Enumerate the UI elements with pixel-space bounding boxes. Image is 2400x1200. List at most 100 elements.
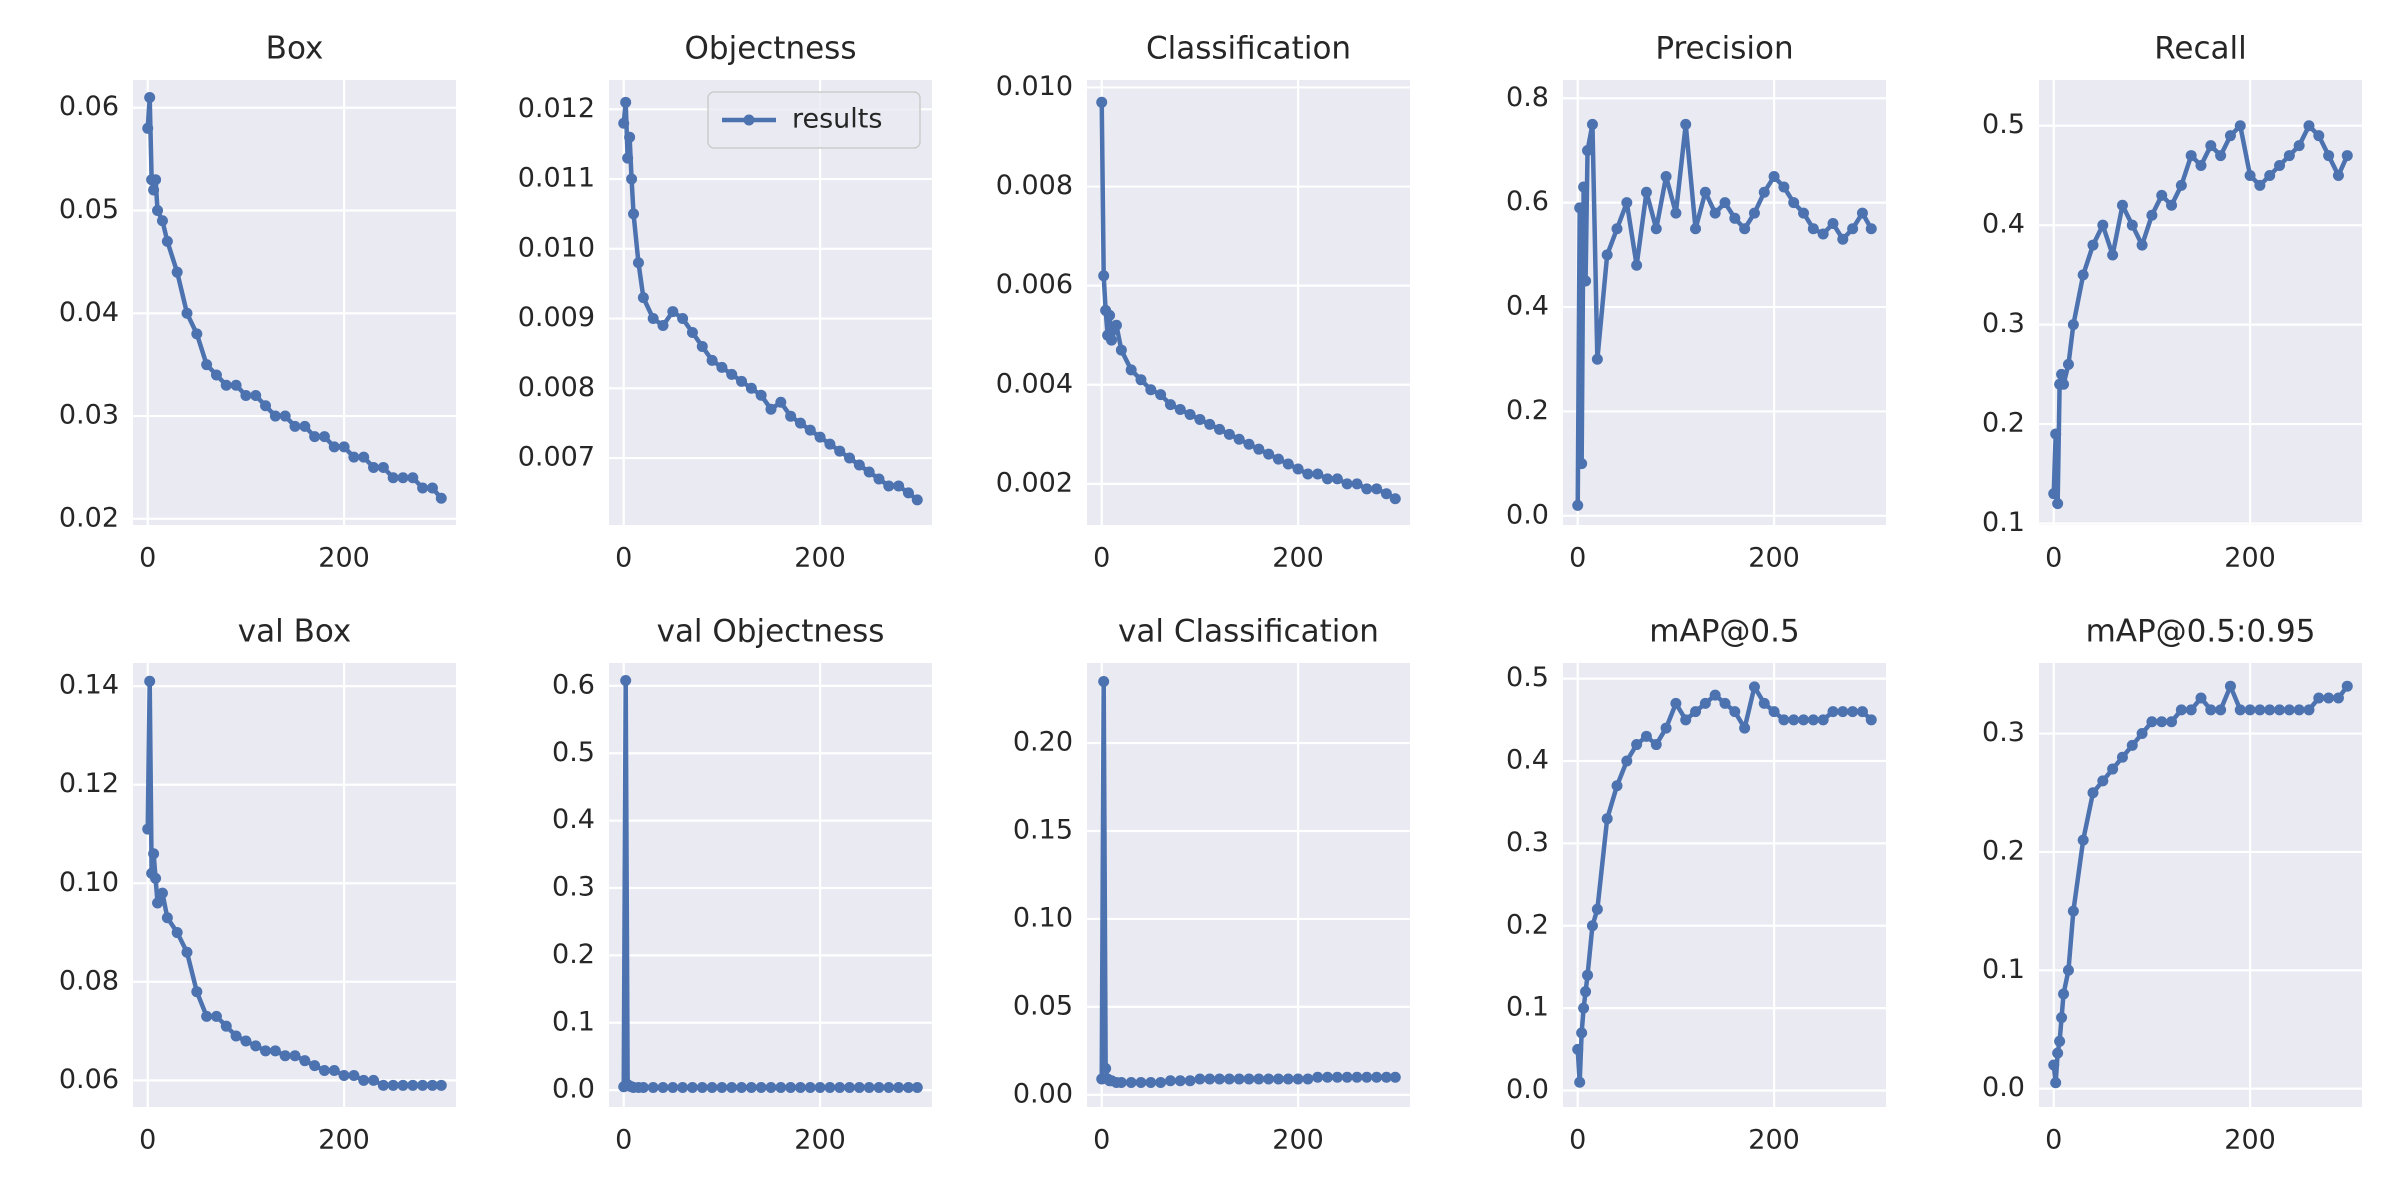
- data-point: [1098, 270, 1110, 282]
- data-point: [2215, 150, 2227, 162]
- data-point: [2234, 704, 2246, 716]
- data-point: [626, 173, 638, 185]
- data-point: [1282, 1073, 1294, 1085]
- data-point: [686, 1081, 698, 1093]
- data-point: [1204, 1073, 1216, 1085]
- data-point: [1670, 697, 1682, 709]
- chart-title: val Box: [238, 614, 351, 650]
- data-point: [1817, 714, 1829, 726]
- data-point: [2166, 716, 2178, 728]
- data-point: [716, 1081, 728, 1093]
- data-point: [1807, 223, 1819, 235]
- data-point: [279, 410, 291, 422]
- data-point: [2224, 130, 2236, 142]
- data-point: [794, 1081, 806, 1093]
- data-point: [309, 1060, 321, 1072]
- y-tick-label: 0.010: [518, 232, 595, 263]
- data-point: [1709, 207, 1721, 219]
- y-tick-label: 0.2: [1982, 408, 2025, 439]
- y-tick-label: 0.2: [552, 939, 595, 970]
- data-point: [2205, 704, 2217, 716]
- y-tick-label: 0.4: [1506, 291, 1549, 322]
- data-point: [1758, 186, 1770, 198]
- data-point: [1680, 714, 1692, 726]
- y-tick-label: 0.0: [1506, 499, 1549, 530]
- data-point: [2283, 704, 2295, 716]
- data-point: [911, 494, 923, 506]
- data-point: [1660, 722, 1672, 734]
- data-point: [1798, 714, 1810, 726]
- data-point: [191, 986, 203, 998]
- data-point: [1865, 223, 1877, 235]
- data-point: [1856, 706, 1868, 718]
- y-tick-label: 0.8: [1506, 82, 1549, 113]
- data-point: [1302, 468, 1314, 480]
- data-point: [736, 375, 748, 387]
- y-tick-label: 0.010: [996, 71, 1073, 102]
- data-point: [1576, 458, 1588, 470]
- data-point: [201, 1010, 213, 1022]
- plot-area: [133, 80, 456, 525]
- data-point: [1302, 1073, 1314, 1085]
- data-point: [2058, 378, 2070, 390]
- data-point: [1847, 223, 1859, 235]
- y-tick-label: 0.1: [1982, 954, 2025, 985]
- y-tick-label: 0.05: [1013, 990, 1073, 1021]
- data-point: [161, 235, 173, 247]
- data-point: [387, 1079, 399, 1091]
- data-point: [1739, 722, 1751, 734]
- data-point: [1194, 1073, 1206, 1085]
- y-tick-label: 0.04: [59, 297, 119, 328]
- data-point: [2332, 692, 2344, 704]
- data-point: [2062, 964, 2074, 976]
- data-point: [368, 461, 380, 473]
- data-point: [1690, 706, 1702, 718]
- data-point: [2185, 704, 2197, 716]
- data-point: [387, 472, 399, 484]
- data-point: [289, 1050, 301, 1062]
- data-point: [377, 1079, 389, 1091]
- data-point: [1847, 706, 1859, 718]
- data-point: [2056, 368, 2068, 380]
- data-point: [426, 1079, 438, 1091]
- data-point: [348, 451, 360, 463]
- data-point: [260, 1045, 272, 1057]
- chart-title: Box: [266, 31, 324, 67]
- data-point: [883, 480, 895, 492]
- data-point: [637, 1081, 649, 1093]
- data-point: [1155, 389, 1167, 401]
- data-point: [2077, 269, 2089, 281]
- data-point: [902, 1081, 914, 1093]
- data-point: [1380, 1071, 1392, 1083]
- data-point: [814, 1081, 826, 1093]
- data-point: [628, 208, 640, 220]
- data-point: [2264, 704, 2276, 716]
- data-point: [328, 1065, 340, 1077]
- data-point: [844, 1081, 856, 1093]
- data-point: [677, 1081, 689, 1093]
- data-point: [2303, 704, 2315, 716]
- data-point: [706, 354, 718, 366]
- data-point: [775, 1081, 787, 1093]
- data-point: [1371, 1071, 1383, 1083]
- plot-area: [609, 663, 932, 1107]
- x-tick-label: 0: [139, 1125, 156, 1156]
- plot-area: [133, 663, 456, 1107]
- y-tick-label: 0.0: [552, 1074, 595, 1105]
- y-tick-label: 0.007: [518, 442, 595, 473]
- data-point: [2234, 120, 2246, 132]
- data-point: [883, 1081, 895, 1093]
- y-tick-label: 0.10: [59, 867, 119, 898]
- data-point: [220, 1020, 232, 1032]
- data-point: [2283, 150, 2295, 162]
- data-point: [667, 1081, 679, 1093]
- data-point: [1341, 1071, 1353, 1083]
- data-point: [171, 266, 183, 278]
- data-point: [269, 410, 281, 422]
- data-point: [755, 1081, 767, 1093]
- data-point: [1214, 1073, 1226, 1085]
- data-point: [338, 441, 350, 453]
- data-point: [657, 320, 669, 332]
- data-point: [417, 1079, 429, 1091]
